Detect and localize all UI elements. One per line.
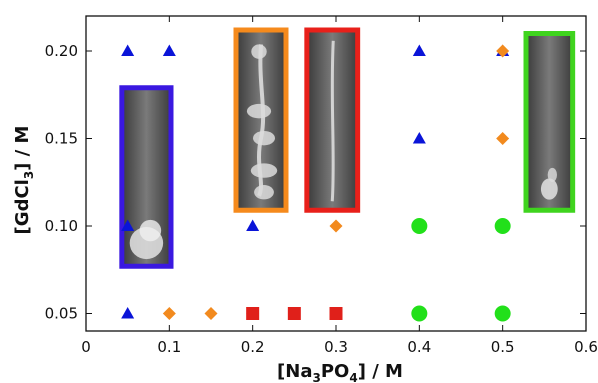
diamond-marker <box>496 132 510 145</box>
y-tick-label: 0.20 <box>45 42 78 60</box>
data-markers <box>121 44 511 322</box>
x-tick-label: 0.2 <box>241 338 265 356</box>
square-marker <box>246 307 260 320</box>
circle-marker <box>411 305 428 322</box>
x-tick-label: 0 <box>81 338 91 356</box>
x-tick-label: 0.6 <box>574 338 598 356</box>
diamond-marker <box>204 307 218 320</box>
inset-orange <box>233 27 289 213</box>
triangle-marker <box>121 44 135 56</box>
diamond-marker <box>496 44 510 58</box>
inset-photos <box>119 27 576 269</box>
x-tick-label: 0.4 <box>407 338 431 356</box>
inset-green <box>523 31 576 213</box>
y-axis-label: [GdCl3] / M <box>12 126 36 235</box>
diamond-marker <box>329 219 343 233</box>
x-tick-label: 0.5 <box>491 338 515 356</box>
y-tick-label: 0.10 <box>45 217 78 235</box>
circle-marker <box>411 218 428 234</box>
square-marker <box>287 307 301 320</box>
x-tick-label: 0.1 <box>157 338 181 356</box>
diamond-marker <box>162 307 176 320</box>
inset-blue <box>119 85 174 269</box>
triangle-marker <box>121 219 135 231</box>
y-tick-label: 0.05 <box>45 305 78 323</box>
triangle-marker <box>412 132 426 144</box>
triangle-marker <box>162 44 176 56</box>
triangle-marker <box>121 307 135 319</box>
x-tick-label: 0.3 <box>324 338 348 356</box>
y-tick-label: 0.15 <box>45 130 78 148</box>
circle-marker <box>494 305 511 322</box>
square-marker <box>329 307 343 320</box>
triangle-marker <box>246 219 260 231</box>
triangle-marker <box>412 44 426 56</box>
axis-ticks: 0 0.1 0.2 0.3 0.4 0.5 0.6 0.05 0.10 0.15 0.20 <box>45 16 598 356</box>
circle-marker <box>494 218 511 234</box>
inset-red <box>304 27 361 213</box>
x-axis-label: [Na3PO4] / M <box>277 361 403 383</box>
